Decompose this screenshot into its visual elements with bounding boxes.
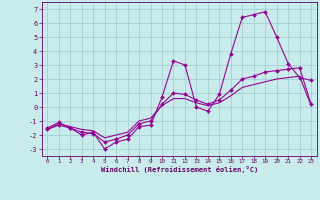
X-axis label: Windchill (Refroidissement éolien,°C): Windchill (Refroidissement éolien,°C)	[100, 166, 258, 173]
